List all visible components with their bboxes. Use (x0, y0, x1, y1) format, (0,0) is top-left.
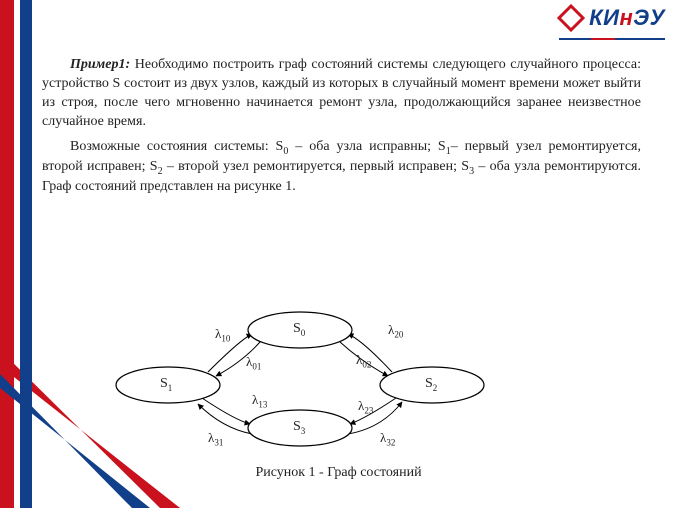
edge-label-e23: λ23 (358, 398, 373, 416)
logo-underline (559, 32, 665, 40)
edge-e13 (202, 398, 250, 424)
node-label-S3: S3 (293, 419, 305, 436)
paragraph-1: Пример1: Необходимо построить граф состо… (42, 56, 641, 132)
edge-e31 (198, 404, 252, 434)
example-label: Пример1: (70, 57, 130, 72)
diamond-icon (557, 4, 585, 32)
edge-label-e13: λ13 (252, 392, 267, 410)
node-label-S1: S1 (160, 376, 172, 393)
edge-label-e02: λ02 (356, 352, 371, 370)
figure-caption: Рисунок 1 - Граф состояний (0, 465, 677, 481)
node-label-S2: S2 (425, 376, 437, 393)
paragraph-2: Возможные состояния системы: S0 – оба уз… (42, 138, 641, 197)
logo-text: КИнЭУ (589, 5, 665, 31)
edge-label-e32: λ32 (380, 430, 395, 448)
node-label-S0: S0 (293, 321, 305, 338)
brand-logo: КИнЭУ (557, 4, 665, 32)
edge-label-e31: λ31 (208, 430, 223, 448)
edge-label-e10: λ10 (215, 326, 230, 344)
edge-label-e01: λ01 (246, 354, 261, 372)
state-graph: λ10 λ01 λ20 λ02 λ13 λ31 λ23 λ32 S0 S1 S2 S3 (100, 300, 500, 450)
edge-label-e20: λ20 (388, 322, 403, 340)
main-text: Пример1: Необходимо построить граф состо… (42, 56, 641, 203)
